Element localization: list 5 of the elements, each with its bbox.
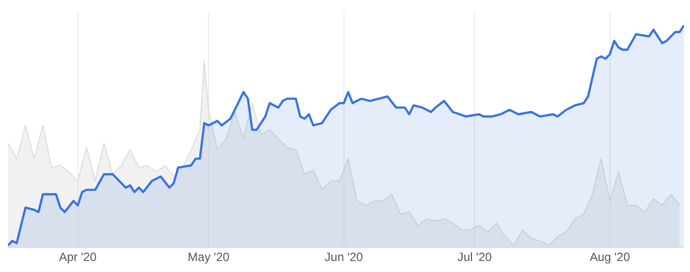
x-tick-label: Aug '20 bbox=[590, 250, 630, 264]
x-tick-label: Apr '20 bbox=[58, 250, 97, 264]
x-tick-label: Jun '20 bbox=[324, 250, 364, 264]
x-tick-label: Jul '20 bbox=[458, 250, 492, 264]
x-tick-label: May '20 bbox=[188, 250, 230, 264]
